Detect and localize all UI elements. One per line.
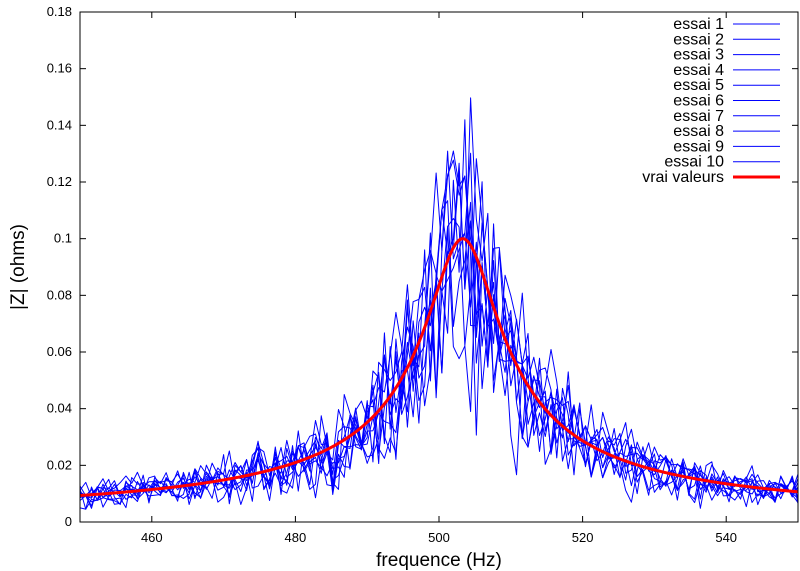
legend-label: essai 4 (673, 62, 724, 79)
legend-label: essai 10 (664, 154, 724, 171)
y-tick-label: 0.12 (47, 174, 72, 189)
legend-label: essai 2 (673, 31, 724, 48)
y-tick-label: 0.14 (47, 117, 72, 132)
y-tick-label: 0.06 (47, 344, 72, 359)
y-axis-label: |Z| (ohms) (8, 224, 29, 310)
x-tick-label: 540 (715, 530, 737, 545)
legend-label: essai 1 (673, 16, 724, 33)
ticks: 0 0.02 0.04 0.06 0.08 0.1 0.12 0.14 0.16 0.18 460 4… (47, 4, 798, 545)
legend-label: essai 5 (673, 77, 724, 94)
legend-label: essai 9 (673, 138, 724, 155)
legend-label: vrai valeurs (642, 169, 724, 186)
legend-label: essai 8 (673, 123, 724, 140)
x-tick-label: 500 (428, 530, 450, 545)
x-tick-label: 480 (285, 530, 307, 545)
y-tick-label: 0.02 (47, 457, 72, 472)
series-line-essai-4 (79, 227, 799, 505)
series-line-true-values (79, 237, 799, 498)
x-tick-label: 460 (141, 530, 163, 545)
series-layer (79, 97, 799, 510)
series-line-essai-8 (79, 200, 799, 510)
y-tick-label: 0.04 (47, 401, 72, 416)
y-tick-label: 0.08 (47, 287, 72, 302)
legend-label: essai 3 (673, 47, 724, 64)
series-line-essai-6 (79, 232, 799, 506)
x-tick-label: 520 (572, 530, 594, 545)
x-axis-label: frequence (Hz) (376, 550, 502, 571)
y-tick-label: 0.1 (54, 231, 72, 246)
y-tick-label: 0.16 (47, 61, 72, 76)
legend-label: essai 7 (673, 108, 724, 125)
legend-label: essai 6 (673, 93, 724, 110)
y-tick-label: 0.18 (47, 4, 72, 19)
y-tick-label: 0 (65, 514, 72, 529)
plot-frame (79, 11, 799, 523)
